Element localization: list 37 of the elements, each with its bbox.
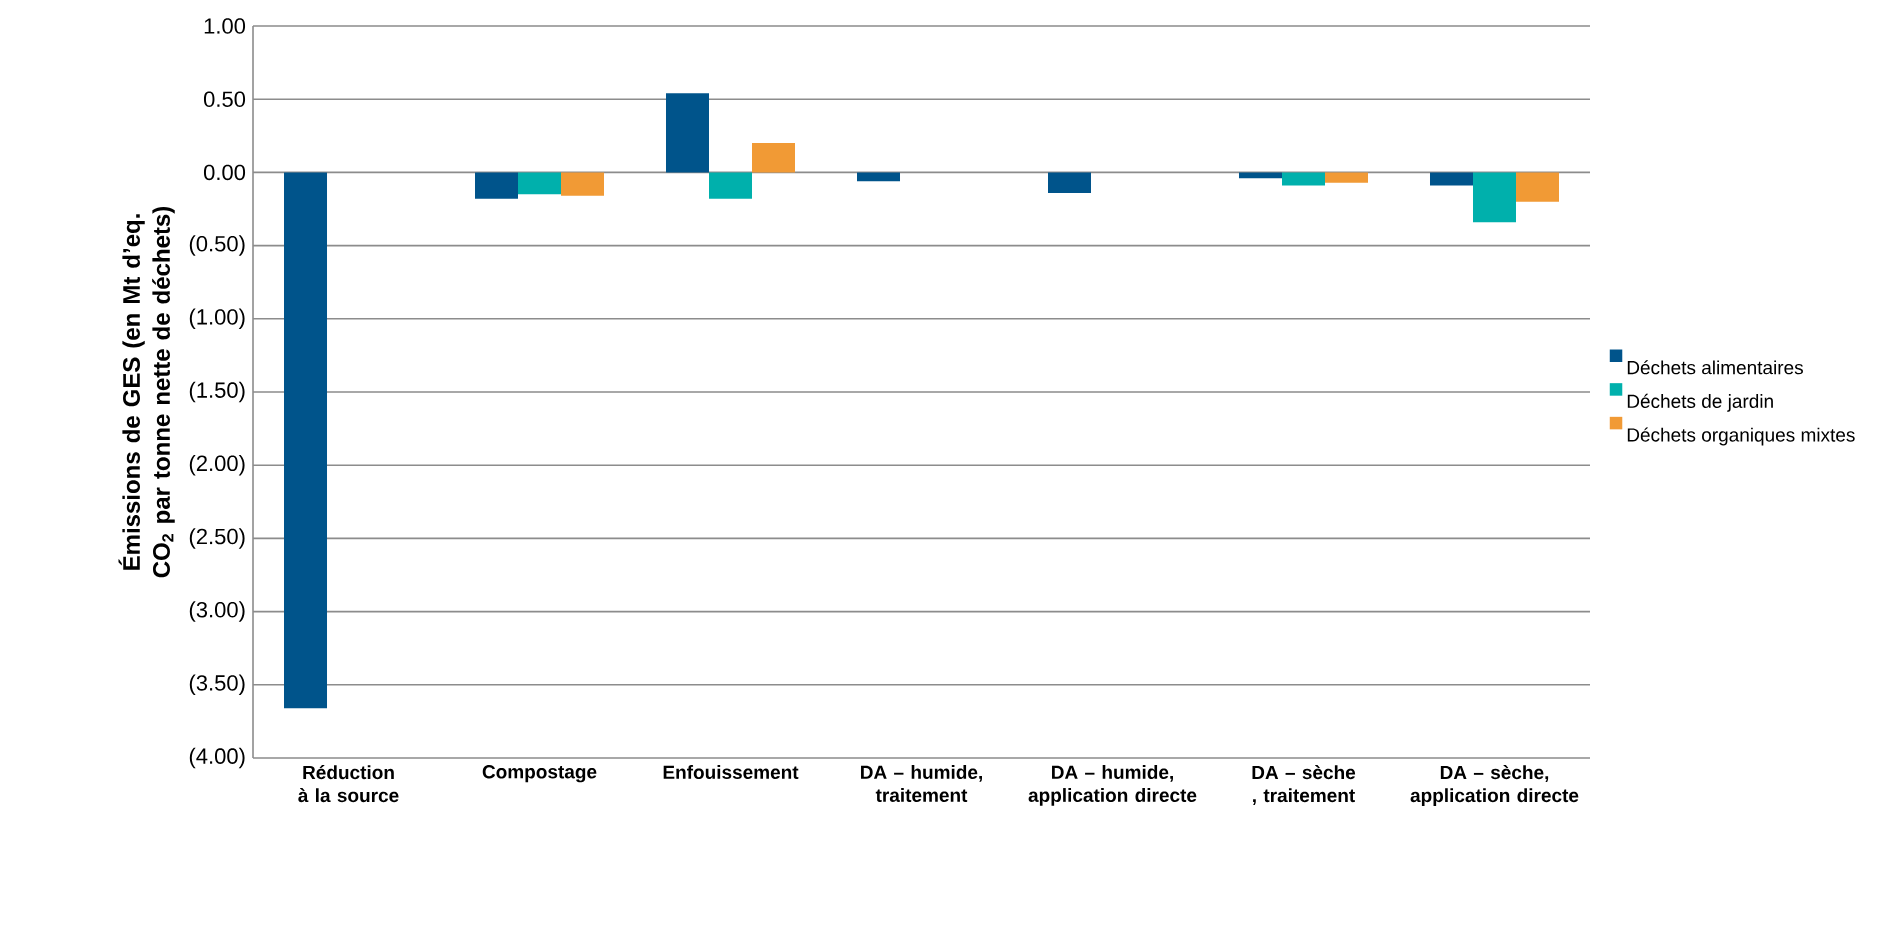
legend-label: Déchets de jardin <box>1627 393 1773 412</box>
x-tick-label: DA – humide, application directe <box>1028 765 1197 806</box>
bar <box>709 172 753 199</box>
y-tick-label: (1.00) <box>189 308 245 330</box>
y-tick-label: (0.50) <box>189 235 245 256</box>
bar <box>1430 172 1473 186</box>
bar <box>561 172 604 196</box>
bar <box>1239 172 1282 179</box>
y-tick-label: 1.00 <box>204 18 246 34</box>
legend-label: Déchets alimentaires <box>1627 360 1803 375</box>
bar <box>1325 172 1368 183</box>
x-tick-label: DA – sèche , traitement <box>1252 765 1356 805</box>
x-tick-label: DA – sèche, application directe <box>1410 765 1579 806</box>
bar <box>752 143 795 173</box>
bar <box>475 172 518 199</box>
y-tick-label: (1.50) <box>189 381 245 403</box>
y-tick-label: 0.00 <box>203 164 246 181</box>
y-tick-label: 0.50 <box>203 91 246 107</box>
y-tick-label: (3.50) <box>189 674 245 696</box>
y-tick-label: (4.00) <box>189 747 245 769</box>
x-tick-label: Compostage <box>482 765 597 783</box>
bar <box>1473 172 1516 223</box>
bar <box>857 172 900 182</box>
y-axis-title: Émissions de GES (en Mt d’eq. CO$_{2}$ par tonne nette de déchets) <box>118 206 175 578</box>
bar <box>1048 172 1091 193</box>
bar <box>1282 172 1325 186</box>
bar <box>518 172 562 195</box>
y-tick-label: (2.50) <box>189 528 245 549</box>
x-tick-label: Réduction à la source <box>298 765 399 803</box>
bar <box>666 93 709 173</box>
bar <box>1516 172 1559 202</box>
x-tick-label: Enfouissement <box>663 765 799 780</box>
y-tick-label: (2.00) <box>189 454 245 476</box>
x-tick-label: DA – humide, traitement <box>861 765 982 803</box>
y-tick-label: (3.00) <box>189 601 245 622</box>
legend-label: Déchets organiques mixtes <box>1627 427 1855 446</box>
bar <box>284 172 328 709</box>
